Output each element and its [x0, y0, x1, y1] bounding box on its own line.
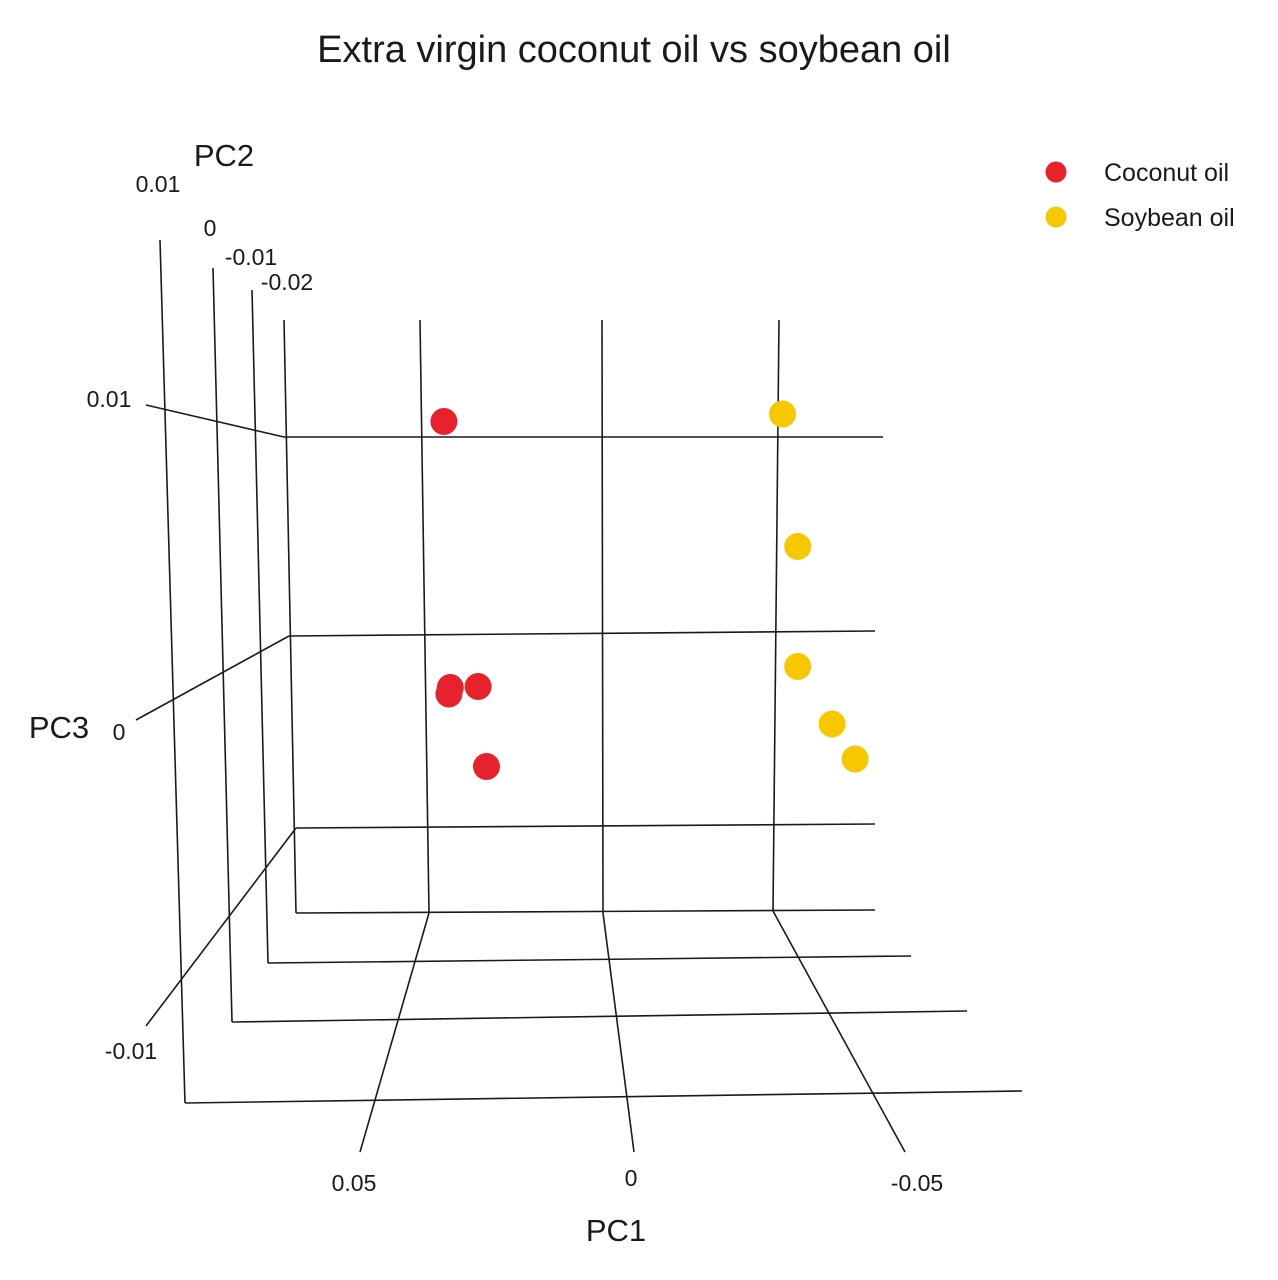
coconut-oil-point-4: [435, 680, 463, 708]
grid-line-5: [601, 319, 604, 914]
legend-label-1: Coconut oil: [1104, 159, 1229, 187]
grid-line-15: [135, 635, 290, 721]
pc1-tick-label: -0.05: [891, 1170, 943, 1196]
pc3-tick-label: 0.01: [87, 386, 132, 412]
pc2-tick-label: 0.01: [136, 171, 181, 197]
grid-line-14: [145, 404, 285, 438]
axis-title-pc3: PC3: [29, 710, 89, 745]
grid-line-8: [231, 1010, 968, 1023]
pc2-tick-label: -0.02: [261, 269, 313, 295]
soybean-oil-point-4: [818, 710, 846, 738]
grid-line-2: [251, 289, 269, 964]
grid-line-4: [419, 319, 430, 914]
grid-line-18: [602, 912, 635, 1153]
soybean-oil-point-2: [784, 533, 812, 560]
grid-line-3: [283, 319, 297, 914]
grid-lines: [135, 239, 1023, 1153]
grid-line-12: [288, 630, 876, 637]
pc3-tick-label: 0: [113, 719, 126, 745]
legend-marker-1: [1045, 161, 1067, 183]
grid-line-0: [159, 239, 186, 1104]
grid-line-19: [772, 910, 906, 1153]
pc3-tick-label: -0.01: [105, 1038, 157, 1064]
grid-line-9: [267, 955, 912, 964]
soybean-oil-point-3: [784, 653, 812, 680]
legend-marker-2: [1045, 206, 1067, 228]
grid-line-16: [145, 827, 297, 1027]
grid-line-17: [359, 912, 430, 1153]
grid-line-10: [295, 909, 876, 914]
pc1-tick-label: 0: [625, 1165, 638, 1191]
tick-labels: 0.010-0.01-0.020.010-0.010.05 0 -0.05: [87, 171, 944, 1196]
grid-line-1: [212, 267, 233, 1023]
coconut-oil-point-1: [430, 408, 458, 435]
grid-line-7: [184, 1090, 1023, 1104]
legend-label-2: Soybean oil: [1104, 204, 1235, 232]
pc2-tick-label: 0: [204, 215, 217, 241]
axis-title-pc2: PC2: [194, 138, 254, 173]
axis-title-pc1: PC1: [586, 1213, 646, 1248]
coconut-oil-point-5: [473, 753, 500, 780]
chart-title: Extra virgin coconut oil vs soybean oil: [317, 29, 951, 71]
soybean-oil-point-5: [841, 745, 869, 773]
pc1-tick-label: 0.05: [332, 1170, 377, 1196]
data-points: [430, 400, 869, 780]
legend: Coconut oil Soybean oil: [1045, 159, 1235, 232]
pc2-tick-label: -0.01: [225, 244, 277, 270]
soybean-oil-point-1: [769, 400, 796, 428]
grid-line-13: [295, 823, 876, 829]
coconut-oil-point-2: [464, 673, 492, 700]
